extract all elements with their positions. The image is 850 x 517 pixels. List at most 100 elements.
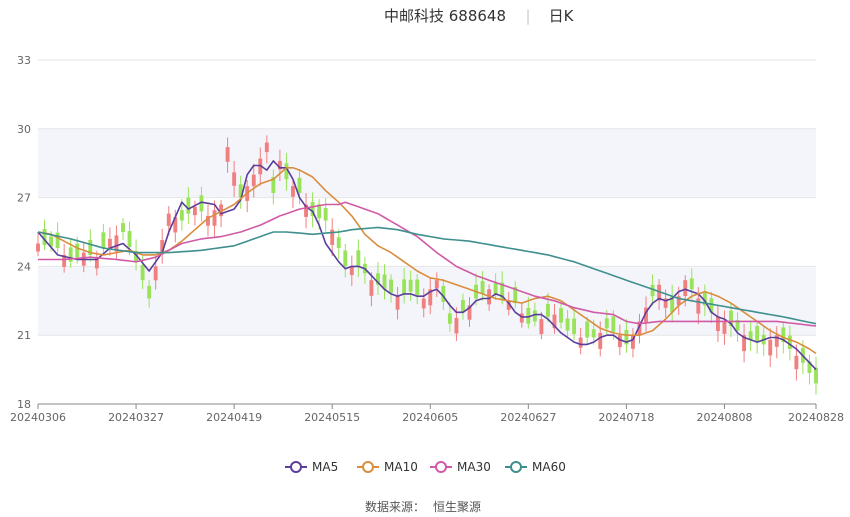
candle-body — [408, 279, 413, 292]
x-tick-label-20240306: 20240306 — [10, 411, 66, 424]
candle-body — [68, 247, 73, 262]
candle — [88, 229, 93, 262]
candle — [408, 270, 413, 302]
candle-body — [349, 266, 354, 276]
candle-body — [428, 289, 433, 306]
candle-body — [513, 287, 518, 304]
legend-item-ma30: MA30 — [430, 460, 491, 474]
candle — [480, 271, 485, 301]
candle — [500, 271, 505, 305]
candle-body — [696, 298, 701, 314]
candle — [36, 232, 40, 257]
candle-body — [251, 174, 256, 187]
candle-body — [526, 307, 531, 324]
candle-body — [794, 355, 799, 370]
candles — [36, 135, 818, 395]
candle-body — [107, 238, 112, 249]
candle — [748, 321, 753, 352]
candle — [428, 278, 433, 315]
legend-item-ma10: MA10 — [357, 460, 418, 474]
candle-body — [402, 279, 407, 294]
candle — [768, 328, 773, 367]
candle-body — [624, 329, 629, 345]
x-axis: 20240306 20240327 20240419 20240515 20240605… — [10, 403, 844, 424]
candle-body — [277, 160, 282, 170]
candle — [774, 326, 779, 359]
candle — [546, 292, 550, 323]
candle-body — [395, 296, 400, 310]
candle-body — [768, 339, 773, 356]
candle-body — [650, 284, 655, 297]
x-tick-label-20240808: 20240808 — [696, 411, 752, 424]
candle-body — [62, 254, 67, 267]
candle-body — [206, 215, 210, 226]
candle-body — [336, 237, 341, 249]
candle — [382, 264, 387, 300]
candle-body — [715, 316, 720, 332]
candle-body — [284, 163, 289, 180]
candle-body — [36, 243, 40, 252]
candle-body — [663, 298, 668, 308]
candle-body — [232, 172, 237, 186]
candle-body — [304, 204, 308, 217]
band-27 — [38, 128, 816, 198]
candle-body — [807, 361, 812, 374]
candle-body — [49, 236, 54, 247]
candle — [199, 186, 204, 222]
legend-item-ma5: MA5 — [285, 460, 338, 474]
candle-body — [140, 265, 145, 281]
candle-body — [742, 335, 747, 352]
candle-body — [434, 280, 439, 289]
candle-body — [441, 285, 446, 302]
candle — [735, 312, 740, 342]
legend: MA5 MA10 MA30 MA60 — [285, 460, 566, 474]
candle — [787, 325, 792, 361]
candle — [389, 274, 393, 303]
candle-body — [356, 250, 361, 267]
candle — [526, 296, 531, 329]
candle — [722, 310, 727, 345]
candle — [349, 255, 354, 286]
candle — [206, 204, 210, 237]
candle — [264, 135, 269, 164]
candle-body — [689, 278, 694, 290]
candle-body — [493, 282, 498, 294]
candle — [447, 302, 452, 332]
candle-body — [578, 337, 583, 348]
candle — [212, 200, 217, 237]
candle-body — [467, 305, 472, 320]
x-tick-label-20240718: 20240718 — [598, 411, 654, 424]
gridlines — [38, 59, 816, 405]
y-axis: 18 21 24 27 30 33 — [17, 54, 31, 411]
candle — [376, 262, 380, 296]
candle — [42, 219, 47, 250]
candle — [160, 228, 165, 264]
candle — [395, 287, 400, 320]
candle — [402, 267, 407, 304]
candle — [742, 323, 747, 363]
candle-body — [291, 186, 295, 197]
candle-body — [173, 217, 178, 233]
candle-body — [147, 285, 152, 299]
candle — [94, 250, 99, 276]
x-tick-label-20240627: 20240627 — [500, 411, 556, 424]
chart-header: 中邮科技 688648 | 日K — [384, 7, 575, 25]
candle-body — [617, 335, 622, 348]
candle-body — [630, 335, 635, 349]
candle-body — [748, 331, 753, 340]
candle-body — [114, 235, 119, 252]
candle-body — [559, 308, 563, 323]
candle-body — [94, 257, 99, 269]
candle-body — [676, 296, 681, 306]
candle — [232, 160, 237, 197]
candle-body — [500, 282, 505, 299]
y-tick-label-21: 21 — [17, 329, 31, 342]
source-name: 恒生聚源 — [433, 500, 481, 514]
candle-body — [421, 298, 426, 309]
y-tick-label-33: 33 — [17, 54, 31, 67]
candle-body — [369, 280, 374, 296]
x-tick-label-20240327: 20240327 — [108, 411, 164, 424]
x-tick-label-20240515: 20240515 — [304, 411, 360, 424]
candle-body — [637, 321, 642, 335]
